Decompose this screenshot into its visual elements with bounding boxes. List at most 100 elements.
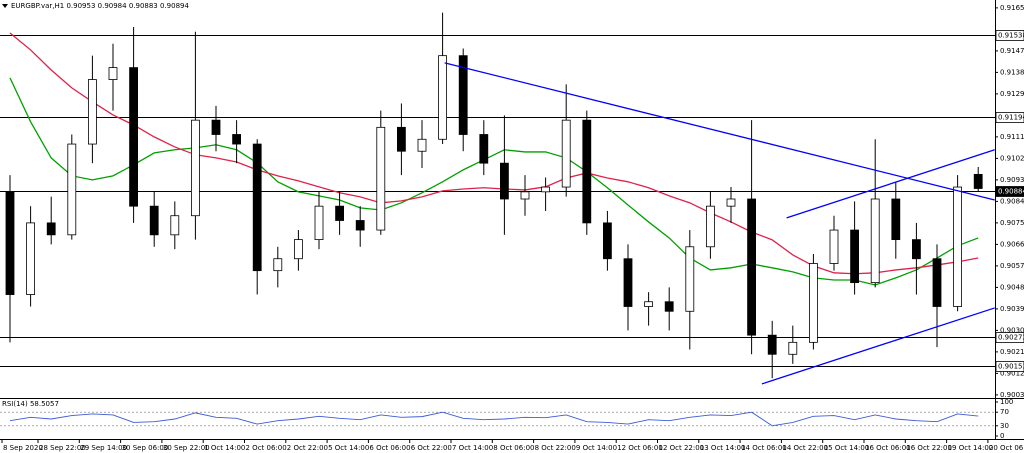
candle-body (67, 143, 77, 236)
x-tick-label: 1 Oct 14:00 (204, 444, 245, 452)
rsi-line (9, 411, 979, 427)
x-tick-label: 2 Oct 22:00 (287, 444, 328, 452)
x-tick-label: 16 Oct 06:00 (865, 444, 911, 452)
price-tag-label: 0.91538 (998, 32, 1024, 40)
x-tick-label: 6 Oct 22:00 (411, 444, 452, 452)
x-tick-label: 20 Oct 06:00 (989, 444, 1024, 452)
price-tag-label: 0.90272 (998, 334, 1024, 342)
chart-title: EURGBP.var,H1 0.90953 0.90984 0.90883 0.… (11, 2, 189, 10)
x-tick-label: 30 Sep 06:00 (122, 444, 169, 452)
x-tick-label: 16 Oct 22:00 (906, 444, 952, 452)
candle-body (953, 186, 962, 307)
menu-icon (2, 4, 8, 8)
rsi-tick-label: 70 (1000, 408, 1009, 416)
candle-body (499, 162, 509, 200)
candle-body (891, 198, 901, 241)
rsi-tick-label: 100 (1000, 398, 1013, 406)
candle-body (644, 301, 653, 307)
price-tag-label: 0.91194 (998, 114, 1024, 122)
x-tick-label: 14 Oct 06:00 (741, 444, 787, 452)
candle-body (376, 126, 386, 231)
price-tag (995, 112, 1024, 123)
candle-body (541, 186, 550, 193)
x-tick-label: 29 Sep 14:00 (80, 444, 127, 452)
rsi-title: RSI(14) 58.5057 (2, 400, 59, 408)
candle-body (293, 239, 303, 260)
candle-body (870, 198, 880, 284)
trend-line (761, 307, 995, 385)
x-tick-label: 12 Oct 22:00 (659, 444, 705, 452)
candle-body (129, 67, 139, 207)
x-tick-label: 8 Oct 22:00 (535, 444, 576, 452)
trend-line (444, 62, 995, 201)
candle-body (706, 205, 715, 248)
candle-body (355, 220, 365, 231)
rsi-tick-label: 0 (1000, 432, 1004, 440)
candle-body (396, 126, 406, 152)
candle-body (108, 67, 118, 80)
x-tick-label: 8 Sep 2020 (3, 444, 43, 452)
x-tick-label: 13 Oct 14:00 (700, 444, 746, 452)
candle-body (582, 119, 592, 224)
candle-body (726, 198, 736, 207)
x-tick-label: 28 Sep 22:00 (39, 444, 86, 452)
candle-body (973, 173, 983, 189)
price-tag (995, 30, 1024, 41)
candle-body (170, 215, 180, 236)
x-tick-label: 12 Oct 06:00 (617, 444, 663, 452)
candle-body (685, 246, 695, 312)
candle-body (809, 263, 818, 343)
price-tag (995, 332, 1024, 343)
candle-body (479, 134, 489, 164)
candle-body (603, 222, 612, 260)
x-tick-label: 30 Sep 22:00 (163, 444, 210, 452)
x-tick-label: 5 Oct 14:00 (328, 444, 369, 452)
candle-body (438, 55, 448, 140)
x-tick-label: 19 Oct 14:00 (948, 444, 994, 452)
trend-line (786, 149, 995, 219)
x-tick-label: 8 Oct 06:00 (493, 444, 534, 452)
candle-body (561, 119, 571, 188)
candle-body (5, 191, 15, 295)
x-tick-label: 15 Oct 14:00 (824, 444, 870, 452)
candle-body (767, 334, 777, 355)
candle-body (520, 191, 530, 200)
candle-body (850, 229, 859, 284)
candle-body (46, 222, 56, 236)
candle-body (335, 205, 345, 221)
candle-body (788, 341, 798, 355)
candle-body (190, 119, 200, 217)
candle-body (932, 258, 942, 307)
candle-body (211, 119, 221, 135)
candle-body (26, 222, 36, 295)
candle-body (829, 229, 839, 264)
candle-body (417, 138, 427, 152)
x-tick-label: 9 Oct 14:00 (576, 444, 617, 452)
price-tag-label: 0.90153 (998, 363, 1024, 371)
x-tick-label: 2 Oct 06:00 (246, 444, 287, 452)
candle-body (458, 55, 468, 135)
candle-body (314, 205, 324, 241)
candle-body (232, 134, 242, 145)
candle-body (912, 239, 921, 260)
candle-body (252, 143, 262, 272)
price-tag-label: 0.90884 (998, 188, 1024, 196)
rsi-tick-label: 30 (1000, 422, 1009, 430)
price-tag (995, 361, 1024, 372)
candle-body (88, 79, 97, 145)
